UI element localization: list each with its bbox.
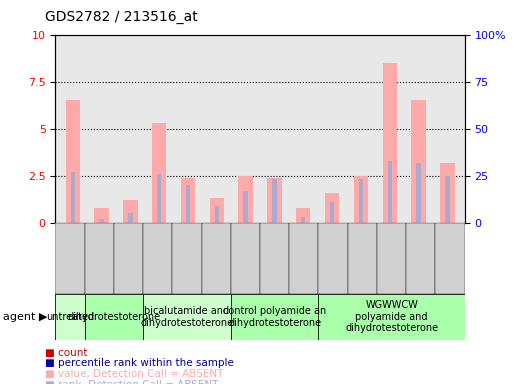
Text: WGWWCW
polyamide and
dihydrotestoterone: WGWWCW polyamide and dihydrotestoterone <box>345 300 438 333</box>
Text: ■ rank, Detection Call = ABSENT: ■ rank, Detection Call = ABSENT <box>45 380 218 384</box>
Bar <box>239 176 253 223</box>
Bar <box>84 294 143 340</box>
Bar <box>215 206 219 223</box>
Bar <box>84 223 114 294</box>
Bar <box>143 223 172 294</box>
Text: control polyamide an
dihydrotestoterone: control polyamide an dihydrotestoterone <box>223 306 326 328</box>
Bar <box>296 208 310 223</box>
Bar <box>417 162 421 223</box>
Bar <box>99 219 103 223</box>
Bar <box>186 185 190 223</box>
Text: ■ value, Detection Call = ABSENT: ■ value, Detection Call = ABSENT <box>45 369 223 379</box>
Bar <box>114 223 143 294</box>
Bar <box>272 179 277 223</box>
Bar <box>440 162 455 223</box>
Bar <box>377 223 406 294</box>
Bar <box>71 172 75 223</box>
Bar <box>318 223 348 294</box>
Bar <box>318 294 465 340</box>
Bar <box>348 223 377 294</box>
Bar <box>231 294 318 340</box>
Bar <box>181 177 195 223</box>
Bar <box>157 174 162 223</box>
Text: bicalutamide and
dihydrotestoterone: bicalutamide and dihydrotestoterone <box>140 306 233 328</box>
Bar <box>95 208 109 223</box>
Bar <box>55 294 84 340</box>
Bar <box>325 193 340 223</box>
Bar <box>289 223 318 294</box>
Bar <box>172 223 202 294</box>
Bar <box>445 176 449 223</box>
Text: ■ percentile rank within the sample: ■ percentile rank within the sample <box>45 358 234 368</box>
Bar <box>202 223 231 294</box>
Text: agent ▶: agent ▶ <box>3 312 47 322</box>
Bar <box>55 223 84 294</box>
Bar <box>406 223 436 294</box>
Bar <box>354 176 368 223</box>
Text: dihydrotestoterone: dihydrotestoterone <box>68 312 161 322</box>
Bar <box>123 200 138 223</box>
Bar <box>359 179 363 223</box>
Bar <box>260 223 289 294</box>
Bar <box>411 101 426 223</box>
Bar <box>65 101 80 223</box>
Bar <box>231 223 260 294</box>
Bar <box>267 177 281 223</box>
Bar <box>243 191 248 223</box>
Text: GDS2782 / 213516_at: GDS2782 / 213516_at <box>45 10 197 23</box>
Bar <box>388 161 392 223</box>
Bar <box>330 202 334 223</box>
Text: untreated: untreated <box>46 312 94 322</box>
Bar <box>143 294 231 340</box>
Bar <box>301 217 305 223</box>
Text: ■ count: ■ count <box>45 348 87 358</box>
Bar <box>382 63 397 223</box>
Bar <box>210 198 224 223</box>
Bar <box>436 223 465 294</box>
Bar <box>152 123 166 223</box>
Bar <box>128 214 133 223</box>
